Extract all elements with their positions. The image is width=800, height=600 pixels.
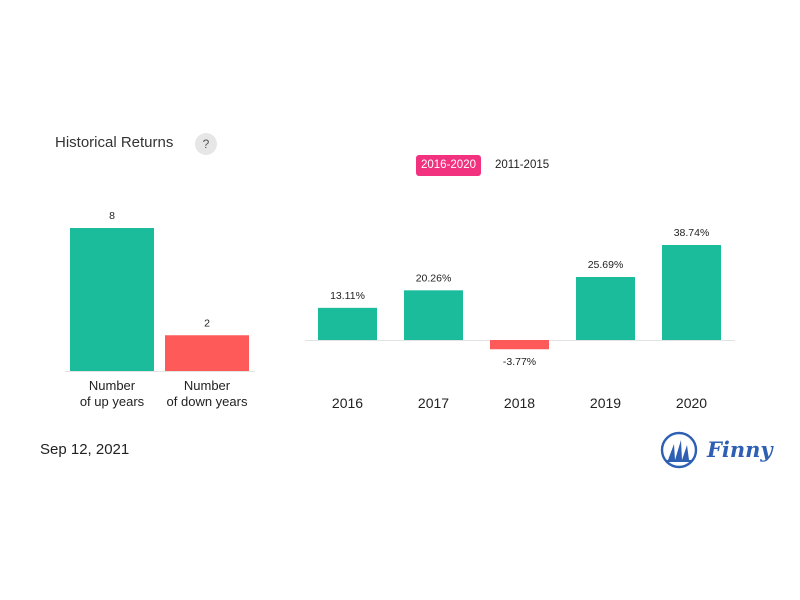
- tick-label-0-0: Number: [89, 378, 136, 393]
- tick-label-1-0: Number: [184, 378, 231, 393]
- page-title: Historical Returns: [55, 134, 174, 151]
- data-label-2019: 25.69%: [588, 259, 624, 271]
- tick-label-2019: 2019: [590, 395, 621, 411]
- tick-label-1-1: of down years: [167, 394, 248, 409]
- data-label-2017: 20.26%: [416, 272, 452, 284]
- tick-label-2020: 2020: [676, 395, 707, 411]
- bar-2017: [404, 290, 463, 340]
- tick-label-2017: 2017: [418, 395, 449, 411]
- tick-label-2018: 2018: [504, 395, 535, 411]
- data-label-1: 2: [204, 317, 210, 329]
- brand-name: Finny: [707, 437, 773, 462]
- data-label-2018: -3.77%: [503, 356, 536, 368]
- tick-label-0-1: of up years: [80, 394, 145, 409]
- tab-2016-2020[interactable]: 2016-2020: [416, 155, 481, 176]
- bar-2018: [490, 340, 549, 350]
- data-label-0: 8: [109, 210, 115, 222]
- finny-logo-icon: [660, 430, 700, 475]
- bar-2019: [576, 277, 635, 340]
- tab-2011-2015[interactable]: 2011-2015: [495, 159, 550, 171]
- bar-1: [165, 335, 249, 371]
- bar-2016: [318, 307, 377, 340]
- tick-label-2016: 2016: [332, 395, 363, 411]
- as-of-date: Sep 12, 2021: [40, 441, 130, 458]
- data-label-2016: 13.11%: [330, 290, 365, 302]
- help-button[interactable]: ?: [195, 133, 217, 155]
- data-label-2020: 38.74%: [674, 227, 710, 239]
- bar-2020: [662, 245, 721, 340]
- bar-0: [70, 228, 154, 371]
